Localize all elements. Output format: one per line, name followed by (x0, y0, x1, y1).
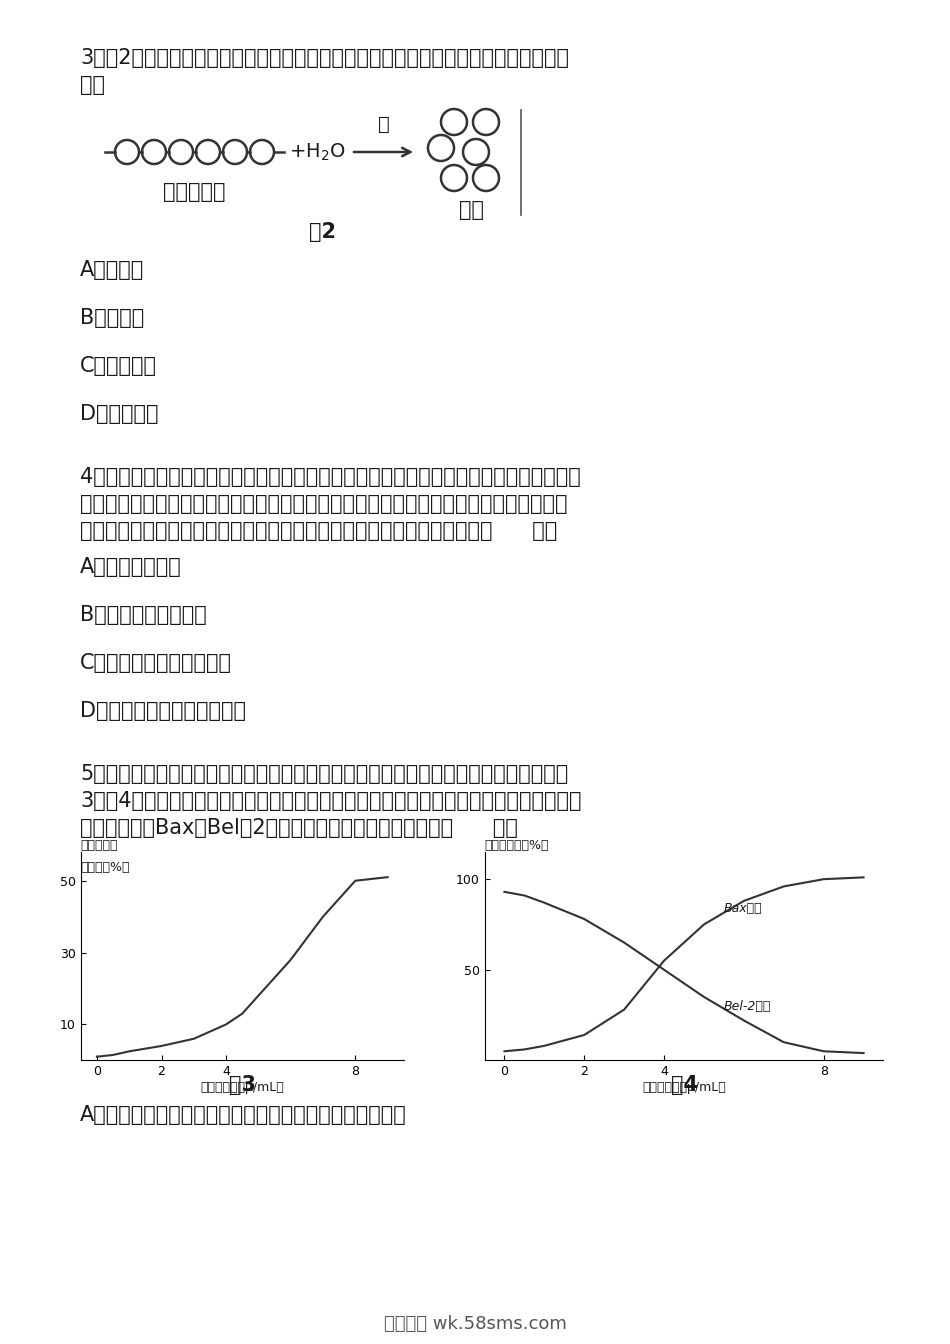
Text: +H$_2$O: +H$_2$O (289, 141, 346, 163)
Text: 记细胞进行融合。细胞刚发生融合时，红、绿两种荧光在融合细胞表面各占半边，一段时: 记细胞进行融合。细胞刚发生融合时，红、绿两种荧光在融合细胞表面各占半边，一段时 (80, 495, 567, 513)
Text: 五八文库 wk.58sms.com: 五八文库 wk.58sms.com (384, 1314, 566, 1333)
Text: C．细胞膜具有选择透过性: C．细胞膜具有选择透过性 (80, 653, 232, 673)
Text: 生物大分子: 生物大分子 (163, 181, 226, 202)
Text: Bax蛋白: Bax蛋白 (724, 902, 763, 915)
Text: A．膜磷脂能翻转: A．膜磷脂能翻转 (80, 556, 181, 577)
Text: 5．蜂毒素是工蜂毒腺分泌的多肽，具有抗菌、抗病毒及抗肿瘤等广泛的生物学效应。图: 5．蜂毒素是工蜂毒腺分泌的多肽，具有抗菌、抗病毒及抗肿瘤等广泛的生物学效应。图 (80, 763, 568, 784)
Text: 酶: 酶 (377, 116, 390, 134)
Text: 图4: 图4 (671, 1075, 697, 1095)
Text: 4．科学家用红、绿两种荧光物质分别标记人和小鼠细胞表面的蛋白质分子，并将这两种标: 4．科学家用红、绿两种荧光物质分别标记人和小鼠细胞表面的蛋白质分子，并将这两种标 (80, 466, 580, 487)
Text: A．工蜂毒腺细胞合成的蜂毒素影响胃癌细胞凋亡基因表达: A．工蜂毒腺细胞合成的蜂毒素影响胃癌细胞凋亡基因表达 (80, 1105, 407, 1125)
Text: 单体: 单体 (459, 200, 484, 220)
Text: D．脱氧核糖: D．脱氧核糖 (80, 405, 159, 423)
Text: 3．图2表示细胞中一种常见的水解反应。下列化合物中，不能发生此类水解反应的是（: 3．图2表示细胞中一种常见的水解反应。下列化合物中，不能发生此类水解反应的是（ (80, 48, 569, 69)
Text: B．纤维素: B．纤维素 (80, 308, 144, 328)
Text: 图3: 图3 (229, 1075, 256, 1095)
Text: 图2: 图2 (310, 222, 336, 242)
X-axis label: 蜂毒素浓度（μ/mL）: 蜂毒素浓度（μ/mL） (200, 1081, 284, 1094)
Text: 凋亡率（%）: 凋亡率（%） (81, 860, 130, 874)
Text: ）。: ）。 (80, 75, 105, 95)
Text: Bel-2蛋白: Bel-2蛋白 (724, 1000, 771, 1012)
Text: 胃癌细胞的: 胃癌细胞的 (81, 839, 118, 852)
Text: A．胰岛素: A．胰岛素 (80, 259, 144, 280)
Text: 3、图4分别表示胃癌细胞在不同浓度的蜂毒素培养液中培养一定时间后，胃癌细胞的凋亡: 3、图4分别表示胃癌细胞在不同浓度的蜂毒素培养液中培养一定时间后，胃癌细胞的凋亡 (80, 792, 581, 810)
X-axis label: 蜂毒素浓度（μ/mL）: 蜂毒素浓度（μ/mL） (642, 1081, 726, 1094)
Text: B．细胞膜具有流动性: B．细胞膜具有流动性 (80, 605, 207, 625)
Text: D．膜蛋白可以作为载体蛋白: D．膜蛋白可以作为载体蛋白 (80, 702, 246, 720)
Text: 间后两种荧光在融合细胞表面呈现均匀分布。这一实验现象支持的结论是（      ）。: 间后两种荧光在融合细胞表面呈现均匀分布。这一实验现象支持的结论是（ ）。 (80, 521, 558, 542)
Text: 率和凋亡基因Bax、Bel－2的表达率。下列表述不正确的是（      ）。: 率和凋亡基因Bax、Bel－2的表达率。下列表述不正确的是（ ）。 (80, 818, 518, 839)
Text: C．核糖核酸: C．核糖核酸 (80, 356, 157, 376)
Text: 基因表达率（%）: 基因表达率（%） (484, 839, 549, 852)
